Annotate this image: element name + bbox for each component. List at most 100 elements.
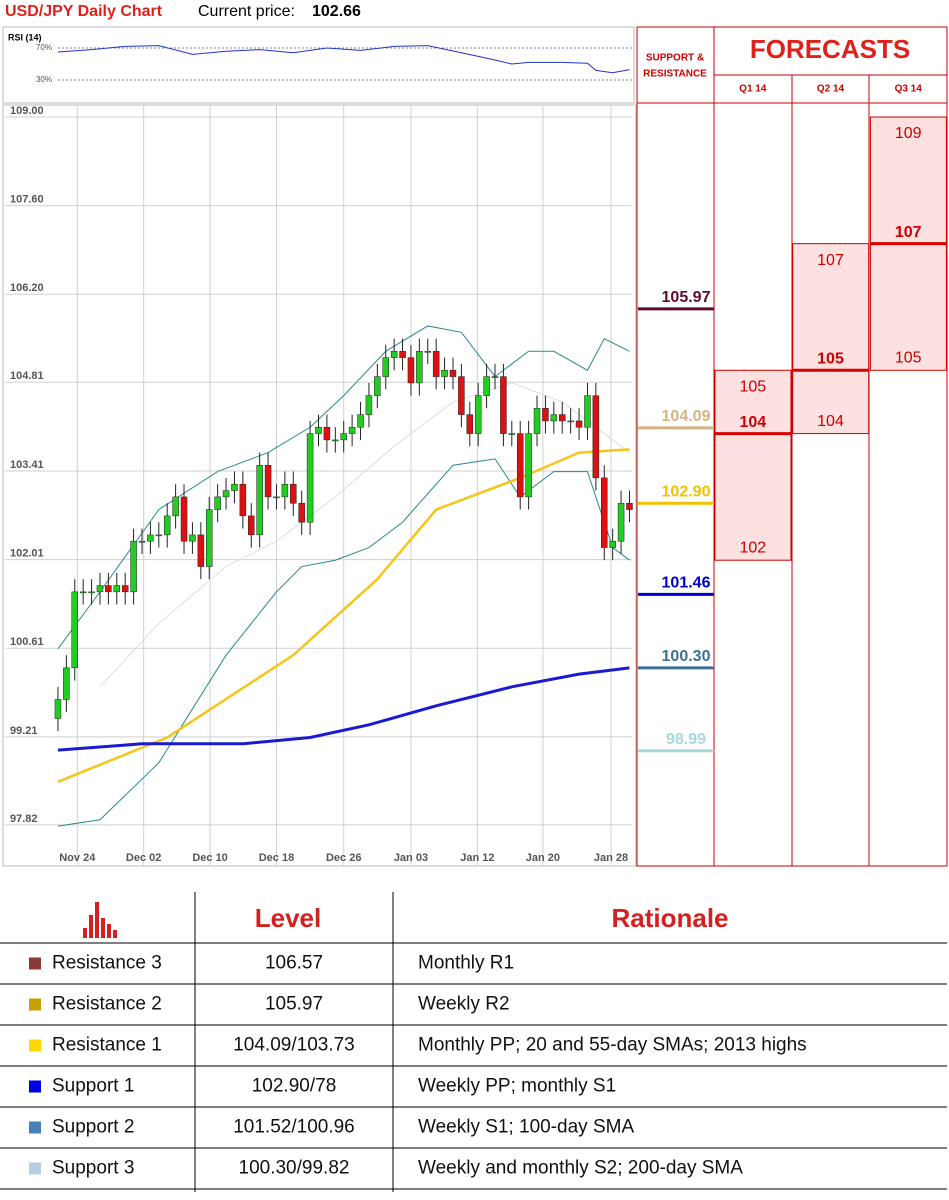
level-label: 102.90 [662, 483, 711, 500]
rsi-tick-label: 70% [36, 43, 52, 52]
candle-body [592, 395, 600, 479]
row-swatch [29, 1121, 41, 1134]
rsi-frame [2, 26, 635, 104]
sr-title: RESISTANCE [643, 69, 707, 80]
candle-body [281, 483, 289, 498]
candle-body [390, 351, 398, 358]
candle-body [399, 351, 406, 358]
table-cell: Weekly S1; 100-day SMA [418, 1117, 634, 1138]
table-cell: 102.90/78 [252, 1076, 337, 1097]
forecast-range [792, 243, 870, 435]
table-cell: Support 3 [52, 1158, 134, 1179]
candle-body [474, 395, 482, 434]
x-tick-label: Dec 26 [326, 852, 361, 864]
candle-body [54, 699, 62, 719]
level-label: 98.99 [666, 731, 706, 748]
table-cell: 104.09/103.73 [233, 1035, 355, 1056]
candle-body [374, 376, 381, 396]
candle-body [601, 477, 608, 548]
candle-body [130, 540, 137, 593]
forecast-high: 109 [895, 125, 922, 142]
table-icon [83, 902, 117, 938]
forecast-low: 105 [895, 349, 922, 366]
table-cell: Weekly and monthly S2; 200-day SMA [418, 1158, 743, 1179]
forecast-low: 104 [817, 413, 844, 430]
forecast-high: 105 [739, 378, 766, 395]
candle-body [248, 515, 255, 536]
candle-body [432, 351, 440, 377]
x-tick-label: Dec 02 [126, 852, 161, 864]
candle-body [558, 414, 566, 422]
candle-body [533, 408, 541, 434]
candle-body [449, 370, 457, 377]
candle-body [138, 540, 146, 543]
candle-body [441, 370, 448, 377]
candle-body [113, 585, 121, 593]
table-cell: Weekly PP; monthly S1 [418, 1076, 616, 1097]
candle-body [315, 427, 322, 434]
indicator-line [57, 666, 630, 752]
level-label: 105.97 [662, 289, 711, 306]
forecast-high: 107 [817, 252, 844, 269]
table-cell: 106.57 [265, 953, 323, 974]
table-cell: Monthly R1 [418, 953, 514, 974]
candle-body [550, 414, 558, 422]
candle-body [63, 667, 70, 700]
y-tick-label: 100.61 [10, 636, 44, 648]
price: 102.66 [312, 3, 361, 20]
candle-body [466, 414, 474, 434]
candle-body [508, 433, 516, 435]
row-swatch [29, 998, 41, 1011]
candle-body [88, 591, 95, 594]
forecast-range [714, 369, 792, 561]
panel-frame [636, 26, 948, 867]
x-tick-label: Dec 18 [259, 852, 294, 864]
chart-frame [2, 104, 637, 867]
x-tick-label: Dec 10 [192, 852, 227, 864]
quarter-label: Q3 14 [895, 84, 923, 95]
candle-body [273, 496, 280, 499]
x-tick-label: Nov 24 [59, 852, 96, 864]
candle-body [121, 585, 129, 593]
table-cell: Monthly PP; 20 and 55-day SMAs; 2013 hig… [418, 1035, 807, 1056]
candle-body [609, 540, 616, 548]
candle-body [306, 433, 314, 523]
candle-body [323, 427, 331, 441]
candle-body [205, 509, 213, 567]
candle-body [189, 534, 196, 542]
table-cell: Resistance 1 [52, 1035, 162, 1056]
table-cell: 105.97 [265, 994, 323, 1015]
candle-body [79, 591, 87, 594]
x-tick-label: Jan 28 [594, 852, 628, 864]
candle-body [458, 376, 465, 415]
candle-body [567, 420, 574, 423]
table-cell: 100.30/99.82 [239, 1158, 350, 1179]
x-tick-label: Jan 20 [526, 852, 560, 864]
candle-body [407, 357, 415, 384]
forecast-mid-label: 104 [739, 414, 766, 431]
candle-body [256, 464, 263, 536]
candle-body [231, 483, 238, 491]
table-cell: Support 2 [52, 1117, 134, 1138]
candle-body [197, 534, 205, 567]
level-label: 101.46 [662, 575, 711, 592]
forecast-low: 102 [739, 539, 766, 556]
x-tick-label: Jan 03 [394, 852, 428, 864]
row-swatch [29, 1080, 41, 1093]
table-cell: Support 1 [52, 1076, 134, 1097]
candle-body [239, 483, 247, 517]
candle-body [222, 490, 230, 498]
table-cell: Weekly R2 [418, 994, 510, 1015]
candle-body [340, 433, 347, 441]
row-swatch [29, 1039, 41, 1052]
table-header: Level [255, 903, 322, 933]
price-label: Current price: [198, 3, 295, 20]
candle-body [290, 483, 297, 504]
candle-body [155, 534, 163, 537]
candle-body [180, 496, 188, 542]
candle-body [500, 376, 507, 434]
x-tick-label: Jan 12 [460, 852, 494, 864]
forecast-mid-label: 107 [895, 224, 922, 241]
forecast-title: FORECASTS [750, 34, 910, 64]
